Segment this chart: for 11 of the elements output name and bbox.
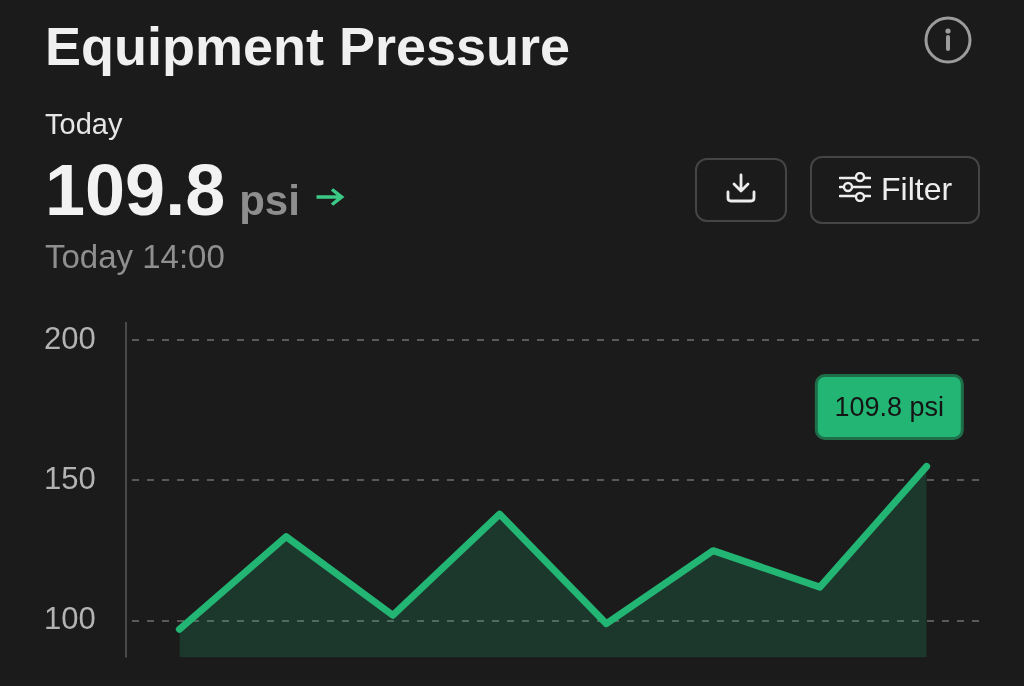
text: 109.8 (45, 150, 226, 230)
chart-title: Equipment Pressure (45, 16, 571, 76)
text: Today 14:00 (45, 238, 225, 275)
y-tick-label: 200 (44, 320, 96, 356)
text: Filter (881, 171, 953, 207)
download-button[interactable] (695, 158, 787, 222)
y-tick-label: 100 (44, 601, 96, 637)
chart-subtitle: Today (45, 108, 123, 140)
annotation: 109.8 psi (834, 391, 945, 422)
y-tick-label: 150 (44, 460, 96, 496)
text: psi (239, 177, 300, 224)
